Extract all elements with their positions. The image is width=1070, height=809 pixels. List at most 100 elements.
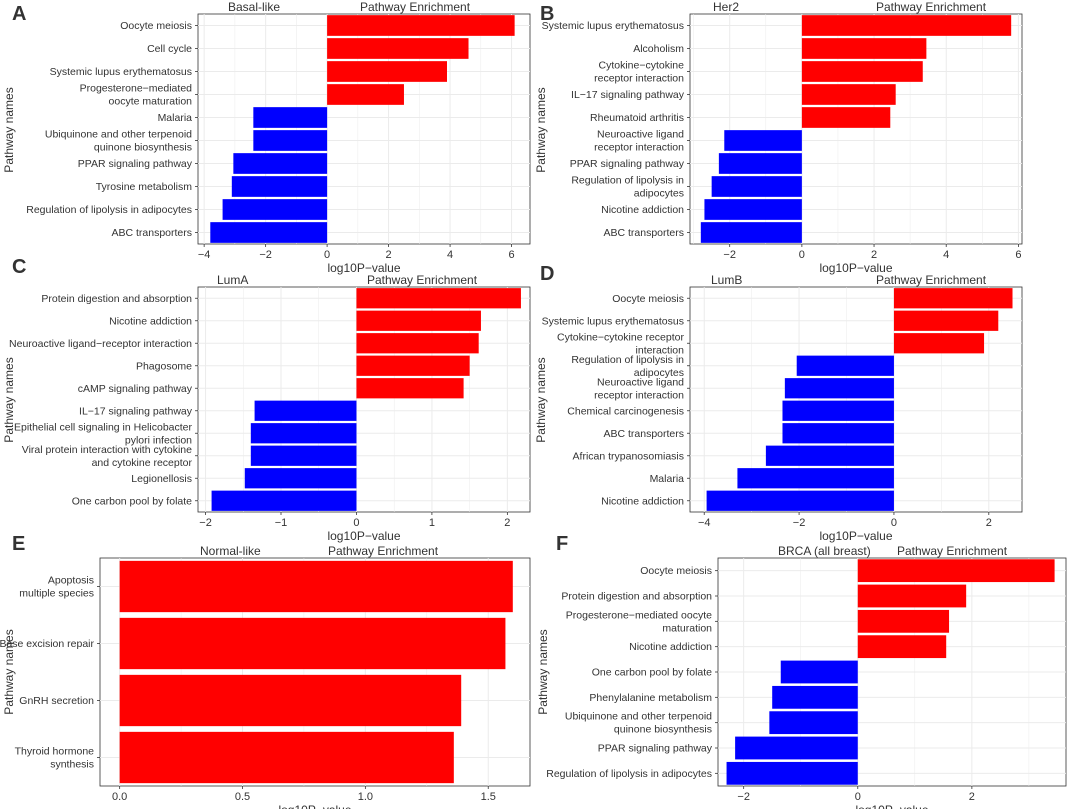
category-label: quinone biosynthesis <box>94 142 192 154</box>
bar-negative <box>726 761 858 785</box>
category-label: Neuroactive ligand <box>597 376 684 388</box>
x-tick-label: −2 <box>793 517 806 529</box>
bar-negative <box>796 355 894 376</box>
bar-negative <box>769 711 858 735</box>
x-tick-label: 0 <box>799 249 805 261</box>
category-label: ABC transporters <box>111 227 192 239</box>
category-label: Systemic lupus erythematosus <box>50 66 192 78</box>
bar-negative <box>211 490 357 511</box>
chart-title: Pathway Enrichment <box>328 544 439 558</box>
bar-positive <box>857 584 967 608</box>
panel-letter: B <box>540 3 554 25</box>
category-label: Neuroactive ligand <box>597 129 684 141</box>
x-tick-label: 6 <box>508 249 514 261</box>
bar-positive <box>801 84 896 105</box>
panel-a: −4 −2 0 2 4 6 Oocyte meiosis Cell cycle Systemic… <box>2 0 531 275</box>
category-label: Systemic lupus erythematosus <box>542 315 684 327</box>
category-label: multiple species <box>19 588 94 600</box>
bar-negative <box>254 400 357 421</box>
category-label: and cytokine receptor <box>92 457 193 469</box>
y-axis-label: Pathway names <box>534 87 548 172</box>
x-tick-label: 0 <box>353 517 359 529</box>
bar-positive <box>801 38 927 59</box>
chart-title: Pathway Enrichment <box>876 273 987 287</box>
category-label: Chemical carcinogenesis <box>567 405 684 417</box>
category-label: Progesterone−mediated oocyte <box>566 609 712 621</box>
category-label: Oocyte meiosis <box>640 565 712 577</box>
chart-title: Pathway Enrichment <box>897 544 1008 558</box>
category-label: Ubiquinone and other terpenoid <box>45 129 192 141</box>
category-label: Tyrosine metabolism <box>96 181 193 193</box>
panel-b: −2 0 2 4 6 Systemic lupus erythematosus Alcoho… <box>534 0 1023 275</box>
panel-c: −2 −1 0 1 2 Protein digestion and absorption N… <box>2 256 531 543</box>
category-label: Base excision repair <box>0 638 95 650</box>
x-tick-label: 0 <box>855 791 861 803</box>
panel-letter: A <box>12 3 26 25</box>
category-label: IL−17 signaling pathway <box>79 405 193 417</box>
category-label: ABC transporters <box>603 428 684 440</box>
category-label: ABC transporters <box>603 227 684 239</box>
bar-positive <box>356 288 521 309</box>
panel-d: −4 −2 0 2 Oocyte meiosis Systemic lupus eryth… <box>534 263 1023 543</box>
y-axis-label: Pathway names <box>2 629 16 714</box>
x-tick-label: 0 <box>324 249 330 261</box>
bar-negative <box>222 199 328 220</box>
category-label: synthesis <box>50 759 94 771</box>
bar-negative <box>253 130 328 151</box>
category-label: Regulation of lipolysis in adipocytes <box>546 768 712 780</box>
x-tick-label: 4 <box>943 249 949 261</box>
bar-positive <box>857 635 947 659</box>
bar-positive <box>119 617 506 670</box>
category-label: Malaria <box>650 473 685 485</box>
chart-title: Pathway Enrichment <box>876 0 987 14</box>
bar-negative <box>711 176 802 197</box>
category-label: Neuroactive ligand−receptor interaction <box>9 338 192 350</box>
category-label: Nicotine addiction <box>601 495 684 507</box>
category-label: receptor interaction <box>594 73 684 85</box>
bar-positive <box>119 731 454 784</box>
panel-letter: E <box>12 533 25 555</box>
bar-negative <box>765 445 894 466</box>
category-label: One carbon pool by folate <box>592 667 712 679</box>
category-label: Regulation of lipolysis in adipocytes <box>26 204 192 216</box>
x-tick-label: 2 <box>969 791 975 803</box>
panel-letter: F <box>556 533 568 555</box>
category-label: Epithelial cell signaling in Helicobacte… <box>14 421 193 433</box>
category-label: adipocytes <box>634 188 684 200</box>
panel-f: −2 0 2 Oocyte meiosis Protein digestion and … <box>536 533 1067 809</box>
x-tick-label: 6 <box>1015 249 1021 261</box>
x-tick-label: 1.0 <box>358 791 373 803</box>
bar-negative <box>780 660 858 684</box>
bar-negative <box>782 423 894 444</box>
x-tick-label: −1 <box>275 517 288 529</box>
bar-negative <box>718 153 802 174</box>
category-label: Phenylalanine metabolism <box>589 692 712 704</box>
category-label: PPAR signaling pathway <box>598 743 713 755</box>
x-axis-label: log10P−value <box>327 529 400 543</box>
y-axis-label: Pathway names <box>536 629 550 714</box>
bar-positive <box>356 310 481 331</box>
subtype-label: Her2 <box>713 0 739 14</box>
x-axis-label: log10P−value <box>855 803 928 809</box>
category-label: Progesterone−mediated <box>80 83 193 95</box>
category-label: PPAR signaling pathway <box>570 158 685 170</box>
bar-negative <box>704 199 802 220</box>
bar-positive <box>356 378 464 399</box>
category-label: Oocyte meiosis <box>612 293 684 305</box>
x-tick-label: 1.5 <box>481 791 496 803</box>
bar-positive <box>893 288 1013 309</box>
y-axis-label: Pathway names <box>2 87 16 172</box>
x-tick-label: 1 <box>429 517 435 529</box>
category-label: PPAR signaling pathway <box>78 158 193 170</box>
category-label: interaction <box>636 344 685 356</box>
chart-title: Pathway Enrichment <box>360 0 471 14</box>
category-label: Thyroid hormone <box>15 746 95 758</box>
bar-negative <box>737 468 894 489</box>
category-label: Regulation of lipolysis in <box>571 175 684 187</box>
category-label: Protein digestion and absorption <box>41 293 192 305</box>
category-label: pylori infection <box>125 434 192 446</box>
y-axis-label: Pathway names <box>2 357 16 442</box>
category-label: African trypanosomiasis <box>573 450 684 462</box>
x-tick-label: 0.0 <box>112 791 127 803</box>
